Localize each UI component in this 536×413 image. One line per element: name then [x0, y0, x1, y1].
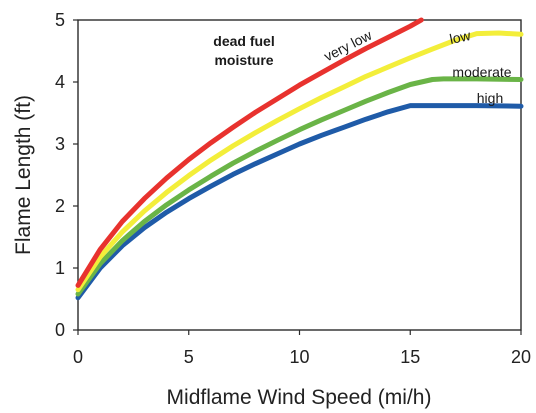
y-tick-label: 2: [55, 196, 65, 216]
series-lines: [75, 17, 524, 301]
x-tick-label: 0: [73, 347, 83, 367]
series-label-high: high: [477, 90, 503, 106]
series-line-low: [75, 30, 524, 293]
legend-title-line-1: dead fuel: [213, 33, 274, 49]
y-axis-title: Flame Length (ft): [12, 95, 35, 255]
x-tick-labels: 0 5 10 15 20: [73, 330, 531, 367]
x-tick-label: 15: [400, 347, 420, 367]
x-tick-label: 5: [184, 347, 194, 367]
x-axis-title: Midflame Wind Speed (mi/h): [167, 386, 432, 409]
y-tick-label: 1: [55, 258, 65, 278]
series-label-moderate: moderate: [452, 64, 511, 80]
x-tick-label: 20: [511, 347, 531, 367]
series-line-very-low: [75, 17, 424, 288]
y-tick-label: 0: [55, 320, 65, 340]
y-tick-label: 3: [55, 134, 65, 154]
series-line-high: [75, 103, 524, 301]
y-tick-labels: 0 1 2 3 4 5: [55, 10, 78, 340]
legend-title-line-2: moisture: [214, 52, 273, 68]
y-tick-label: 4: [55, 72, 65, 92]
x-tick-label: 10: [289, 347, 309, 367]
y-tick-label: 5: [55, 10, 65, 30]
series-label-low: low: [448, 27, 473, 47]
series-line-moderate: [75, 76, 524, 297]
